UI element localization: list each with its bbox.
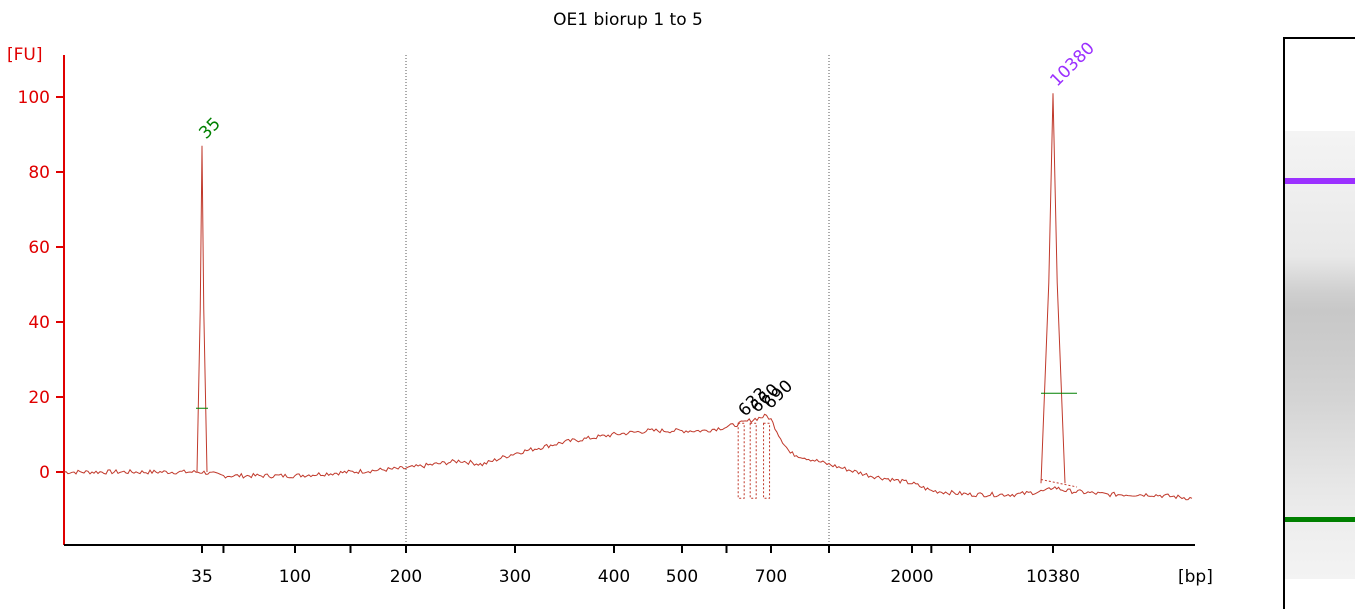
x-tick-label: 10380 (1026, 567, 1080, 587)
y-tick-label: 80 (28, 163, 50, 183)
chart-title: OE1 biorup 1 to 5 (553, 10, 703, 30)
peak-region-box (749, 422, 757, 499)
y-tick-label: 100 (18, 88, 50, 108)
x-ticks: 35 100 200 300 400 500 700 2000 10380 (191, 545, 1080, 587)
upper-marker-band (1285, 178, 1355, 184)
peak-label: 10380 (1046, 38, 1098, 90)
electropherogram-chart: OE1 biorup 1 to 5 [FU] [bp] 0 20 40 60 80 100… (7, 10, 1213, 587)
x-tick-label: 400 (598, 567, 630, 587)
y-tick-label: 20 (28, 388, 50, 408)
x-tick-label: 300 (499, 567, 531, 587)
peak-baseline (1040, 479, 1078, 488)
x-tick-label: 200 (390, 567, 422, 587)
peak-label: 35 (195, 114, 224, 143)
x-tick-label: 700 (755, 567, 787, 587)
x-tick-label: 35 (191, 567, 213, 587)
y-ticks: 0 20 40 60 80 100 (18, 88, 64, 483)
x-tick-label: 500 (666, 567, 698, 587)
gel-image (1283, 37, 1355, 609)
x-tick-label: 100 (279, 567, 311, 587)
peak-trace (196, 145, 208, 473)
x-tick-label: 2000 (890, 567, 933, 587)
y-tick-label: 0 (39, 463, 50, 483)
peak-region-box (737, 422, 745, 499)
y-axis-label: [FU] (7, 45, 43, 65)
lower-marker-band (1285, 517, 1355, 522)
x-axis-label: [bp] (1178, 567, 1213, 587)
peak-trace (1040, 93, 1066, 484)
y-tick-label: 60 (28, 238, 50, 258)
y-tick-label: 40 (28, 313, 50, 333)
peak-region-box (763, 422, 771, 499)
series-line (63, 413, 1193, 501)
gel-lane (1285, 131, 1355, 579)
series-group (63, 93, 1193, 501)
